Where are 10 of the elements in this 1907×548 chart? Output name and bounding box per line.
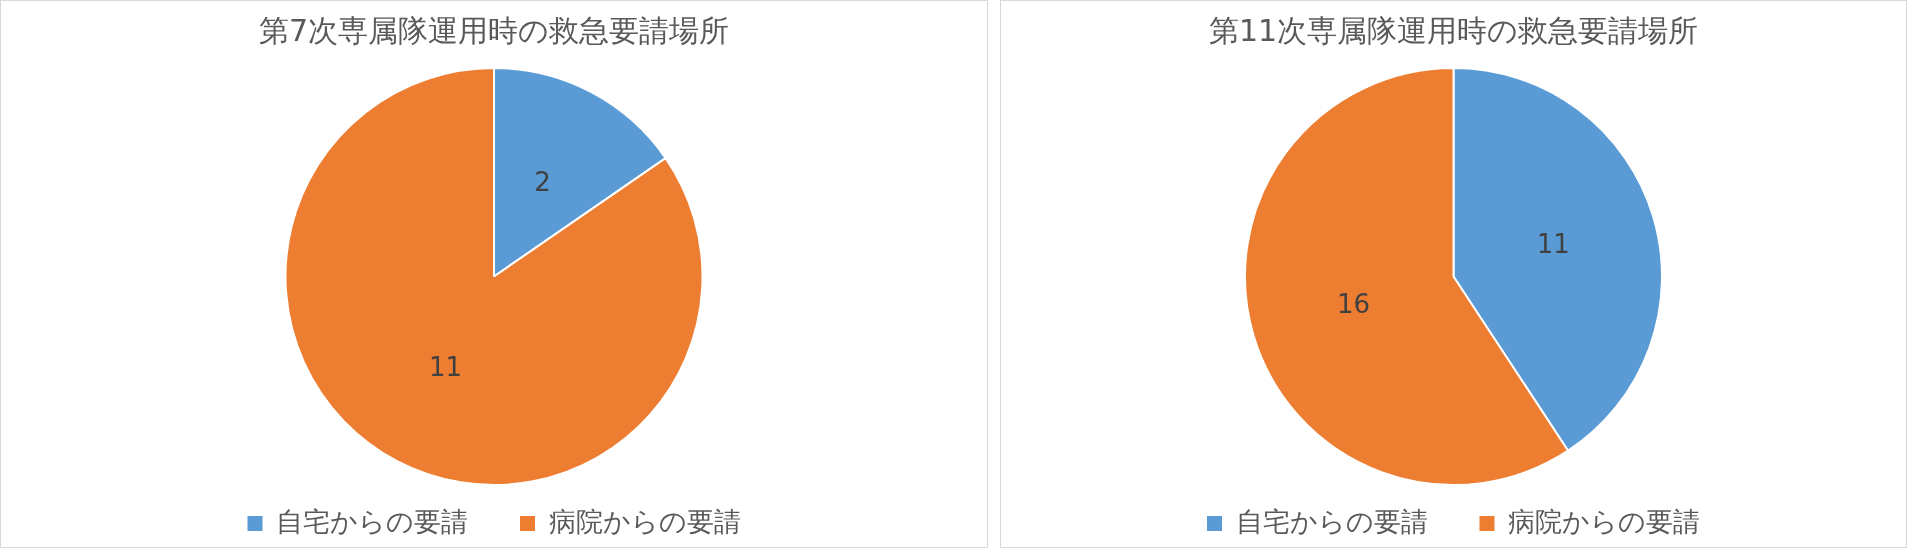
- legend-label: 自宅からの要請: [1235, 505, 1428, 537]
- data-label: 11: [1536, 229, 1570, 260]
- chart-title: 第11次専属隊運用時の救急要請場所: [1208, 12, 1699, 48]
- legend-label: 病院からの要請: [1508, 505, 1700, 537]
- legend-label: 自宅からの要請: [276, 505, 468, 537]
- data-label: 2: [534, 166, 551, 197]
- data-label: 16: [1337, 289, 1371, 320]
- legend-label: 病院からの要請: [548, 505, 741, 537]
- chart-title: 第7次専属隊運用時の救急要請場所: [258, 12, 730, 48]
- data-label: 11: [429, 351, 463, 382]
